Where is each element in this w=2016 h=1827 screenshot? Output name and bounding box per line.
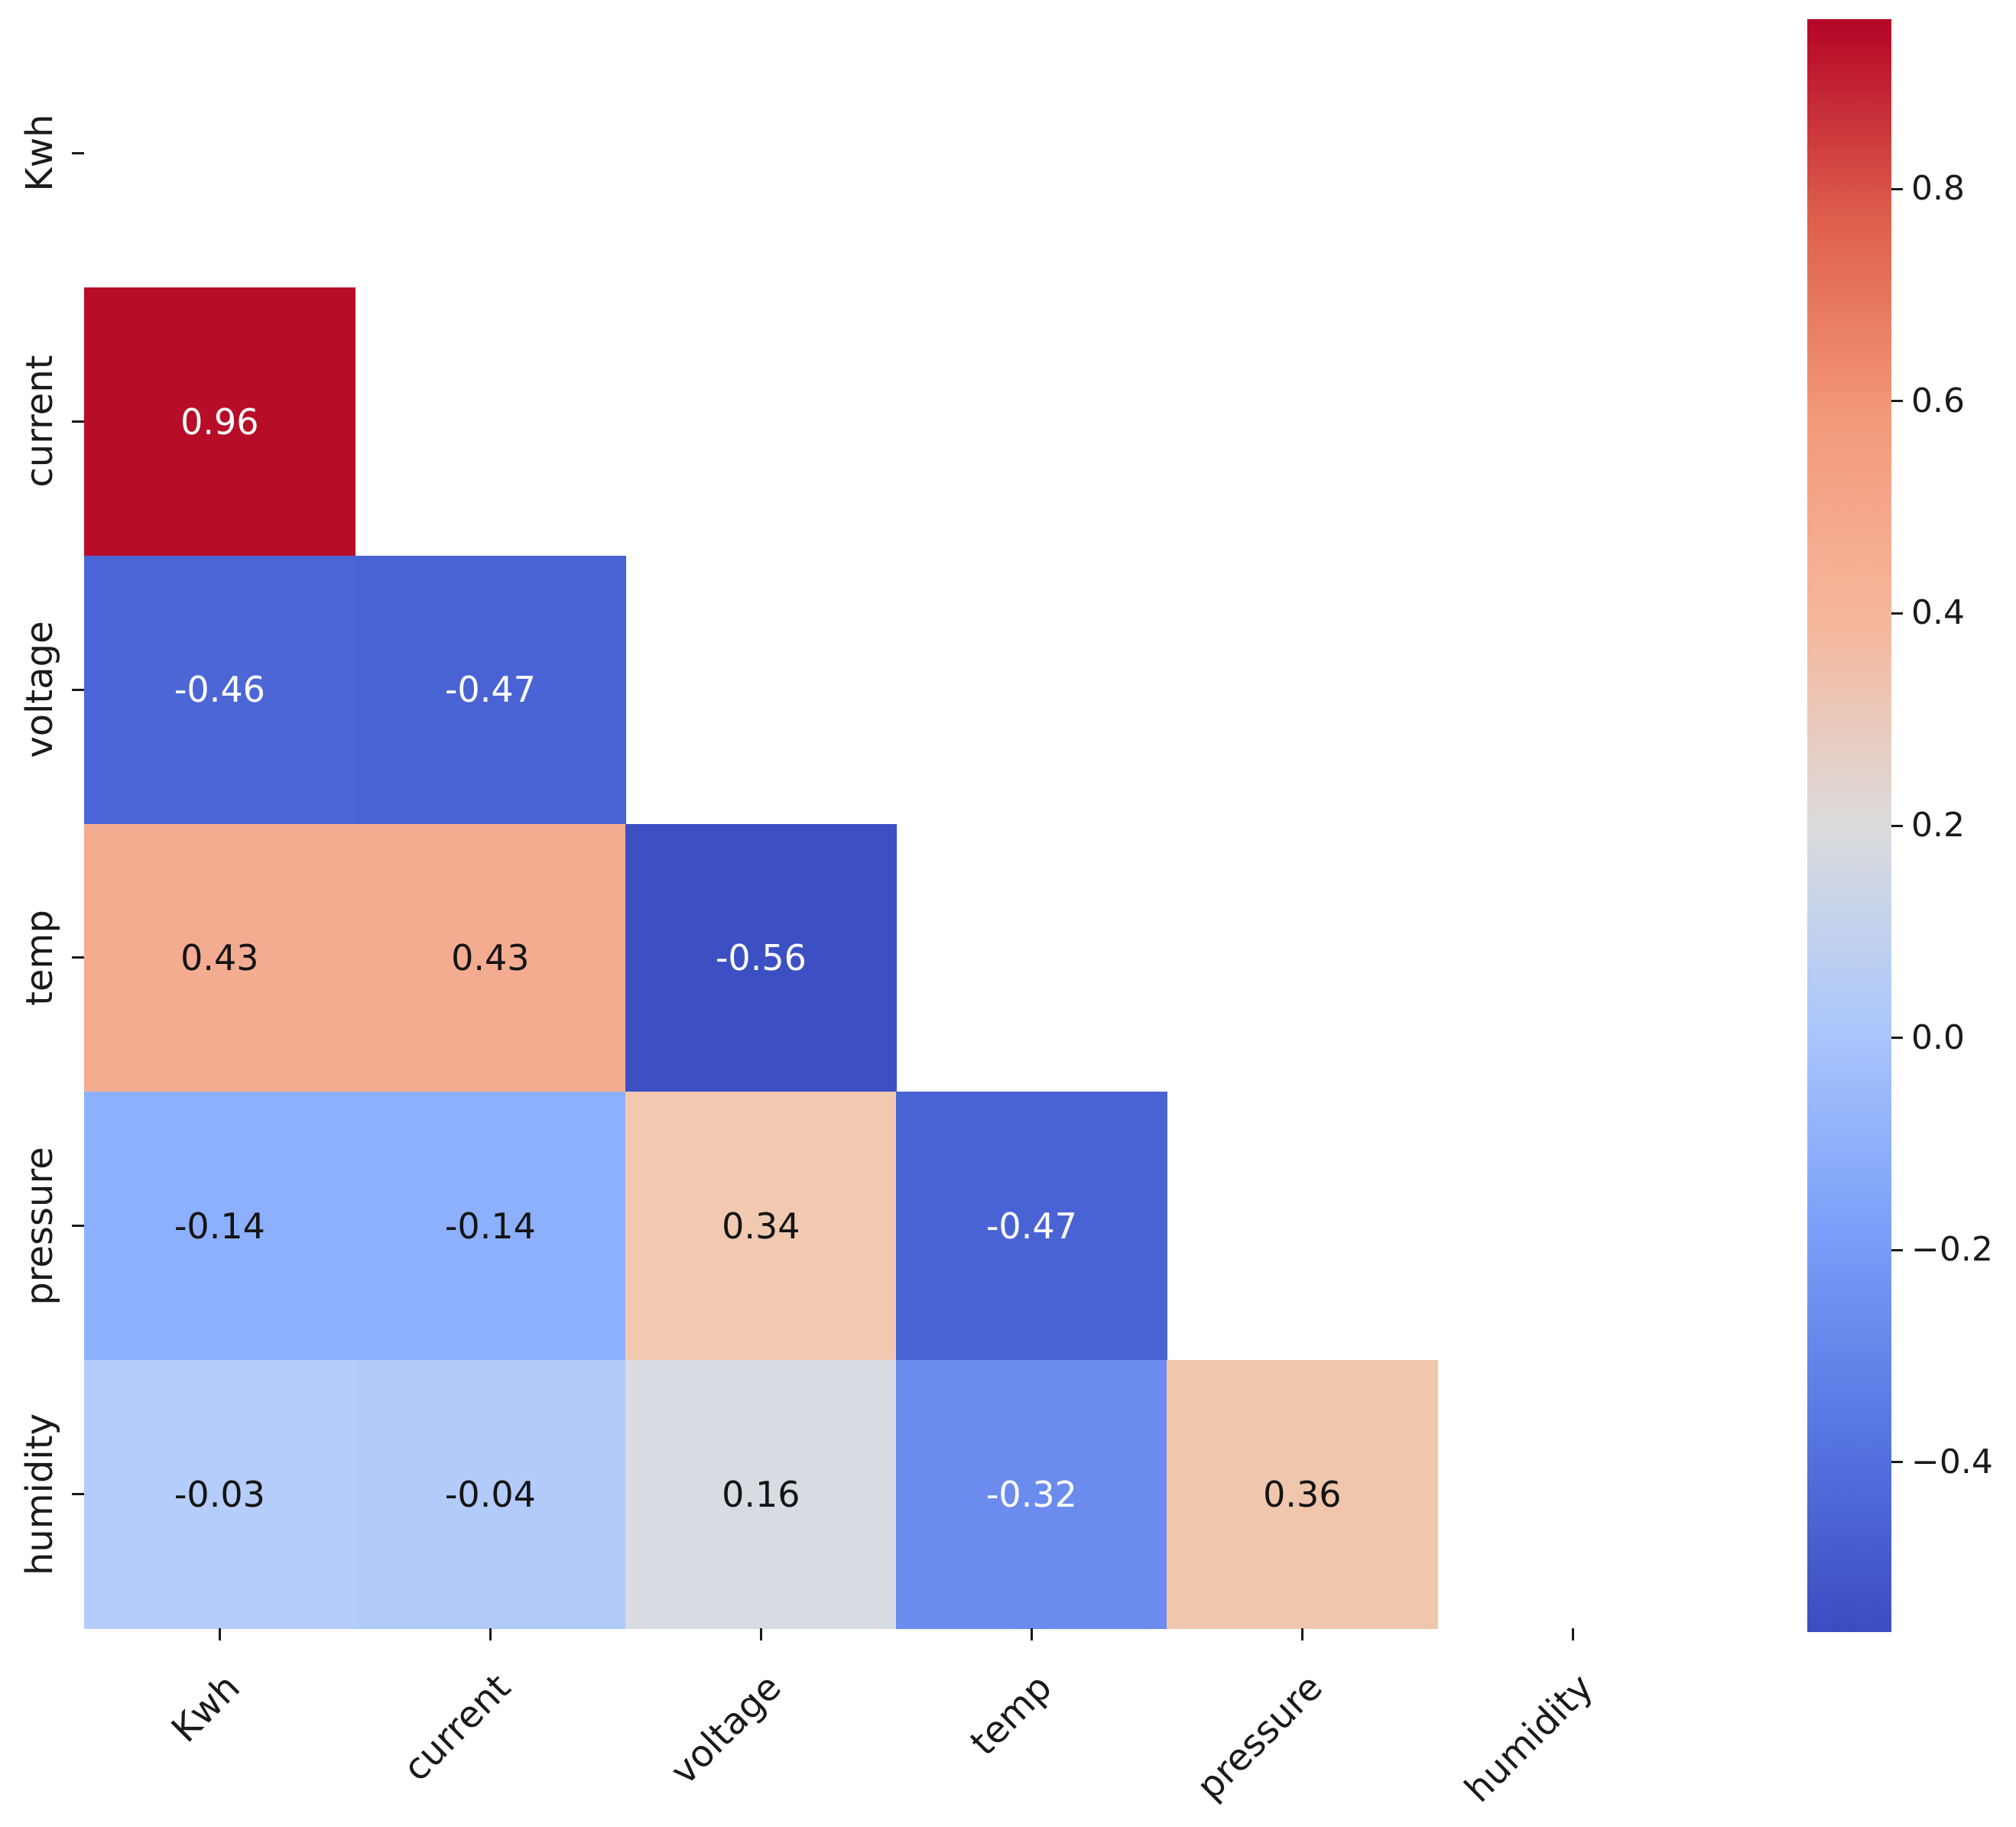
heatmap-cell-voltage-Kwh: -0.46 [84, 555, 355, 825]
cell-value-label: 0.43 [180, 937, 259, 979]
x-axis-tick-humidity [1571, 1628, 1574, 1640]
colorbar-tick-label: 0.2 [1911, 806, 1965, 845]
heatmap-cell-pressure-current: -0.14 [355, 1092, 626, 1361]
x-axis-tick-current [489, 1628, 492, 1640]
cell-value-label: -0.47 [444, 669, 536, 711]
x-axis-tick-temp [1030, 1628, 1033, 1640]
y-axis-label-temp: temp [18, 910, 61, 1006]
cell-value-label: 0.36 [1263, 1473, 1342, 1515]
x-axis-label-temp: temp [962, 1666, 1060, 1764]
heatmap-cell-pressure-temp: -0.47 [896, 1092, 1167, 1361]
heatmap-cell-temp-voltage: -0.56 [625, 823, 897, 1093]
cell-value-label: -0.32 [985, 1473, 1077, 1515]
colorbar-tick [1891, 1248, 1903, 1251]
x-axis-label-humidity: humidity [1456, 1666, 1602, 1811]
cell-value-label: -0.46 [174, 669, 265, 711]
cell-value-label: -0.04 [444, 1473, 536, 1515]
x-axis-label-pressure: pressure [1188, 1666, 1331, 1809]
colorbar-tick-label: 0.4 [1911, 593, 1965, 633]
heatmap-cell-humidity-temp: -0.32 [896, 1360, 1167, 1629]
x-axis-label-voltage: voltage [662, 1666, 790, 1793]
cell-value-label: -0.03 [174, 1473, 265, 1515]
heatmap-cell-voltage-current: -0.47 [355, 555, 626, 825]
heatmap-cell-humidity-voltage: 0.16 [625, 1360, 897, 1629]
heatmap-plot-area: 0.96 -0.46 -0.47 0.43 0.43 -0.56 -0.14 -0.14 0.3… [18, 19, 1708, 1811]
colorbar-tick [1891, 187, 1903, 190]
colorbar-gradient [1807, 19, 1891, 1632]
colorbar-tick-label: −0.2 [1911, 1230, 1993, 1270]
colorbar-tick [1891, 1037, 1903, 1040]
cell-value-label: -0.47 [985, 1206, 1077, 1248]
colorbar-tick-label: −0.4 [1911, 1442, 1993, 1481]
cell-value-label: 0.34 [722, 1206, 800, 1248]
colorbar-tick [1891, 400, 1903, 403]
cell-value-label: -0.56 [715, 937, 807, 979]
heatmap-cell-humidity-Kwh: -0.03 [84, 1360, 355, 1629]
heatmap-cell-pressure-Kwh: -0.14 [84, 1092, 355, 1361]
cell-value-label: -0.14 [444, 1206, 536, 1248]
y-axis-label-humidity: humidity [18, 1413, 61, 1576]
cell-value-label: -0.14 [174, 1206, 265, 1248]
x-axis-label-current: current [394, 1666, 519, 1790]
colorbar-tick [1891, 1461, 1903, 1464]
cell-value-label: 0.96 [180, 401, 259, 443]
colorbar-tick-label: 0.0 [1911, 1017, 1965, 1057]
heatmap-cell-temp-Kwh: 0.43 [84, 823, 355, 1093]
cell-value-label: 0.16 [722, 1473, 800, 1515]
cell-value-label: 0.43 [451, 937, 530, 979]
y-axis-label-Kwh: Kwh [18, 114, 61, 192]
y-axis-tick-current [72, 420, 84, 423]
x-axis-tick-voltage [759, 1628, 762, 1640]
x-axis-tick-Kwh [218, 1628, 221, 1640]
heatmap-cell-humidity-pressure: 0.36 [1167, 1360, 1438, 1629]
colorbar-tick [1891, 612, 1903, 615]
heatmap-cell-temp-current: 0.43 [355, 823, 626, 1093]
y-axis-tick-voltage [72, 688, 84, 691]
x-axis-tick-pressure [1300, 1628, 1303, 1640]
y-axis-tick-humidity [72, 1493, 84, 1496]
y-axis-tick-temp [72, 956, 84, 959]
x-axis-label-Kwh: Kwh [163, 1666, 248, 1751]
y-axis-tick-Kwh [72, 151, 84, 154]
y-axis-label-current: current [18, 355, 61, 488]
colorbar-tick-label: 0.8 [1911, 169, 1965, 209]
y-axis-label-pressure: pressure [18, 1147, 61, 1306]
colorbar-tick-label: 0.6 [1911, 381, 1965, 420]
heatmap-cell-current-Kwh: 0.96 [84, 287, 355, 557]
heatmap-cell-humidity-current: -0.04 [355, 1360, 626, 1629]
y-axis-label-voltage: voltage [18, 621, 61, 758]
colorbar-tick [1891, 824, 1903, 827]
y-axis-tick-pressure [72, 1225, 84, 1228]
heatmap-cell-pressure-voltage: 0.34 [625, 1092, 897, 1361]
